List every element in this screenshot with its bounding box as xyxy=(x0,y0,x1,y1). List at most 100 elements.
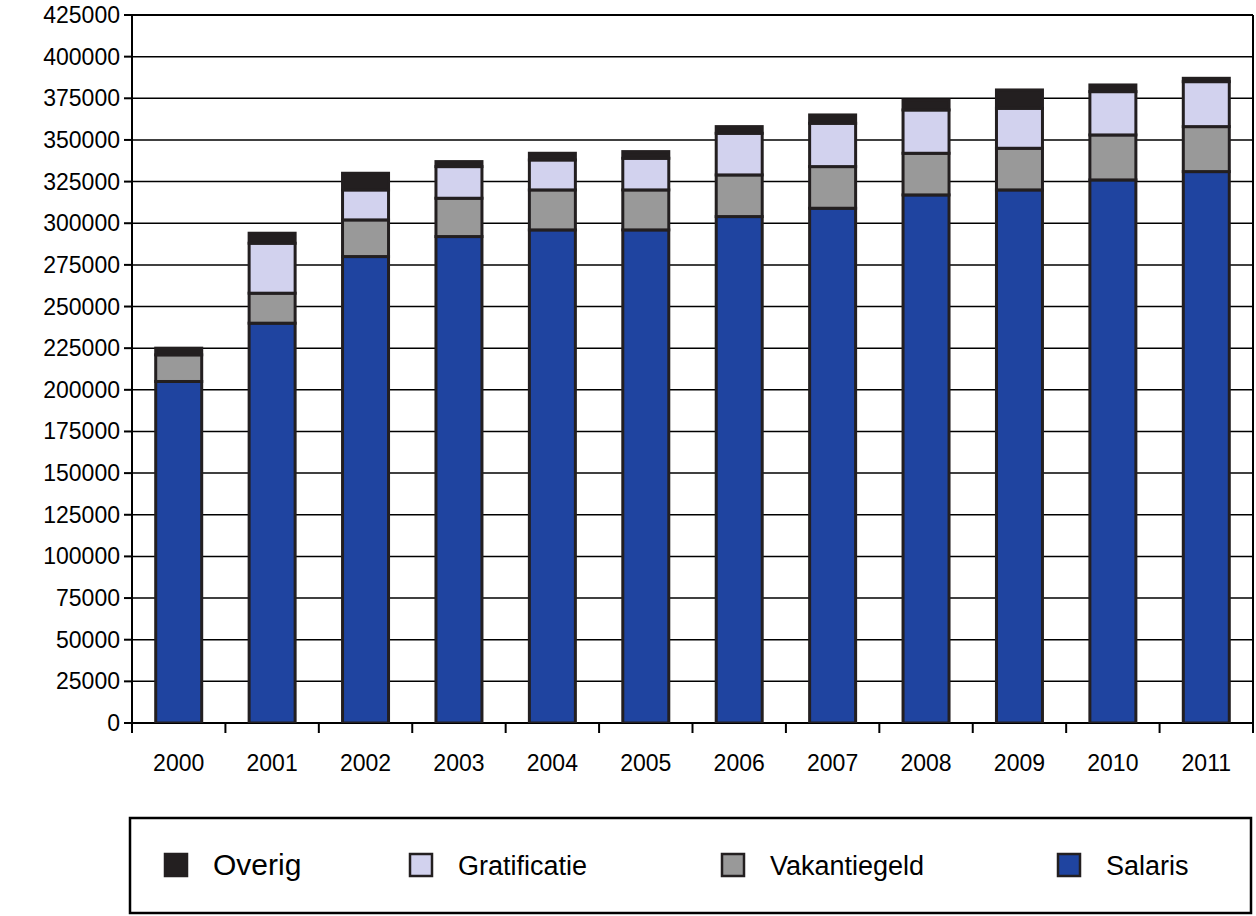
y-tick xyxy=(124,56,132,58)
grid-line xyxy=(132,639,1253,641)
bar-segment xyxy=(1090,180,1136,723)
x-tick-label: 2005 xyxy=(620,750,671,776)
y-tick-label: 225000 xyxy=(43,335,120,361)
y-tick-label: 325000 xyxy=(43,169,120,195)
bar-segment xyxy=(996,108,1042,148)
y-tick-label: 25000 xyxy=(56,668,120,694)
y-tick-label: 75000 xyxy=(56,585,120,611)
x-tick xyxy=(878,723,880,733)
x-tick xyxy=(318,723,320,733)
bar-segment xyxy=(249,233,295,243)
y-tick xyxy=(124,389,132,391)
bar-segment xyxy=(810,123,856,166)
bar-segment xyxy=(810,167,856,209)
grid-line xyxy=(132,306,1253,308)
bar-segment xyxy=(903,110,949,153)
y-tick xyxy=(124,306,132,308)
y-tick xyxy=(124,514,132,516)
bar-segment xyxy=(716,127,762,134)
x-tick-label: 2002 xyxy=(340,750,391,776)
bar-segment xyxy=(436,237,482,723)
bar-segment xyxy=(343,220,389,257)
legend-swatch xyxy=(410,854,432,876)
grid-line xyxy=(132,139,1253,141)
legend-label: Vakantiegeld xyxy=(770,851,924,881)
bar-segment xyxy=(156,381,202,723)
bar-segment xyxy=(249,243,295,293)
bar-segment xyxy=(156,355,202,382)
y-tick-label: 100000 xyxy=(43,543,120,569)
x-tick xyxy=(972,723,974,733)
y-tick-label: 150000 xyxy=(43,460,120,486)
bars xyxy=(156,78,1230,723)
bar-segment xyxy=(1183,127,1229,172)
y-tick-label: 0 xyxy=(107,710,120,736)
x-tick xyxy=(505,723,507,733)
y-tick-label: 200000 xyxy=(43,377,120,403)
bar-segment xyxy=(903,153,949,195)
frame xyxy=(1252,15,1254,723)
bar-segment xyxy=(343,190,389,220)
bar-segment xyxy=(810,115,856,123)
x-tick xyxy=(1159,723,1161,733)
grid-line xyxy=(132,222,1253,224)
y-tick-label: 275000 xyxy=(43,252,120,278)
grid-line xyxy=(132,431,1253,433)
y-tick xyxy=(124,139,132,141)
bar-segment xyxy=(249,323,295,723)
y-tick-label: 375000 xyxy=(43,85,120,111)
y-tick xyxy=(124,639,132,641)
x-tick xyxy=(1252,723,1254,733)
y-tick-label: 400000 xyxy=(43,44,120,70)
y-tick xyxy=(124,264,132,266)
x-tick xyxy=(1065,723,1067,733)
legend-label: Salaris xyxy=(1106,851,1189,881)
legend-swatch xyxy=(165,854,187,876)
bar-segment xyxy=(623,158,669,190)
legend-box xyxy=(130,818,1251,913)
x-tick-label: 2009 xyxy=(994,750,1045,776)
bar-segment xyxy=(529,153,575,160)
grid-line xyxy=(132,514,1253,516)
legend-label: Overig xyxy=(213,848,301,881)
bar-segment xyxy=(1183,78,1229,81)
x-tick-label: 2010 xyxy=(1087,750,1138,776)
bar-segment xyxy=(436,198,482,236)
y-tick-label: 250000 xyxy=(43,294,120,320)
bar-segment xyxy=(996,148,1042,190)
y-tick xyxy=(124,555,132,557)
y-tick xyxy=(124,472,132,474)
y-tick xyxy=(124,430,132,432)
x-tick-label: 2007 xyxy=(807,750,858,776)
x-tick xyxy=(224,723,226,733)
grid-line xyxy=(132,14,1253,16)
bar-segment xyxy=(529,230,575,723)
bar-segment xyxy=(903,195,949,723)
bar-segment xyxy=(716,217,762,723)
y-tick xyxy=(124,347,132,349)
x-tick xyxy=(692,723,694,733)
y-tick-label: 50000 xyxy=(56,627,120,653)
y-tick xyxy=(124,222,132,224)
y-tick xyxy=(124,14,132,16)
chart: 0250005000075000100000125000150000175000… xyxy=(0,0,1256,916)
y-tick-label: 425000 xyxy=(43,2,120,28)
legend: OverigGratificatieVakantiegeldSalaris xyxy=(130,818,1251,913)
bar-segment xyxy=(810,208,856,723)
bar-segment xyxy=(623,152,669,159)
x-tick xyxy=(785,723,787,733)
bar-segment xyxy=(436,162,482,167)
grid-line xyxy=(132,264,1253,266)
x-tick-label: 2001 xyxy=(247,750,298,776)
x-tick xyxy=(598,723,600,733)
y-tick-label: 125000 xyxy=(43,502,120,528)
x-tick-label: 2006 xyxy=(714,750,765,776)
bar-segment xyxy=(1090,135,1136,180)
bar-segment xyxy=(529,190,575,230)
grid-line xyxy=(132,681,1253,683)
bar-segment xyxy=(1090,85,1136,92)
y-tick xyxy=(124,597,132,599)
x-tick-label: 2011 xyxy=(1182,750,1231,776)
x-tick-label: 2008 xyxy=(900,750,951,776)
x-tick xyxy=(131,723,133,733)
